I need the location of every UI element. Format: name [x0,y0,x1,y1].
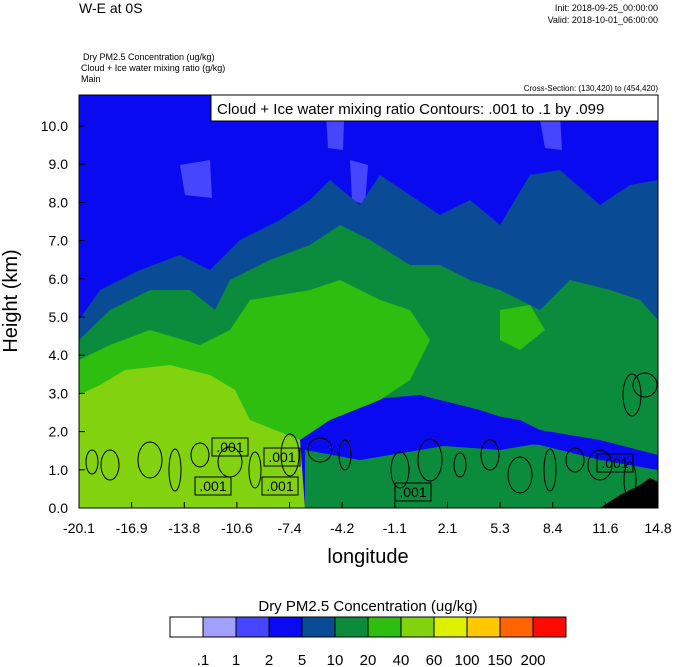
contour-label: .001 [601,455,628,471]
contour-label-box [194,476,232,496]
x-tick-label: 2.1 [438,520,458,536]
colorbar-label: 5 [298,652,306,667]
contour-line [480,439,500,471]
contour-info: Cloud + Ice water mixing ratio Contours:… [217,101,604,118]
x-tick-label: -1.1 [383,520,407,536]
colorbar-label: .1 [197,652,210,667]
contour-label-box [263,447,301,467]
colorbar-label: 10 [327,652,344,667]
x-tick-label: -4.2 [330,520,354,536]
colorbar-title: Dry PM2.5 Concentration (ug/kg) [258,598,477,615]
colorbar-label: 1 [232,652,240,667]
contour-label-box [261,476,299,496]
contour-line [137,441,163,479]
pm25-field [79,95,658,508]
field-label-cloud: Cloud + Ice water mixing ratio (g/kg) [81,63,225,73]
contour-line [587,449,613,481]
y-tick-label: 9.0 [49,156,69,172]
cross-section-label: Cross-Section: (130,420) to (454,420) [524,84,659,93]
x-tick-label: -13.8 [168,520,200,536]
contour-line [507,456,533,494]
colorbar-swatch [499,616,534,638]
contour-line [417,438,443,482]
colorbar-swatch [301,616,336,638]
x-tick-label: 14.8 [644,520,671,536]
contour-label-box [394,482,432,502]
contour-label-box [211,437,249,457]
terrain [600,478,658,508]
colorbar-label: 150 [487,652,512,667]
y-tick-label: 0.0 [49,500,69,516]
field-band-5-10-low [340,410,560,450]
contour-line [190,442,210,468]
contour-label: .001 [199,478,226,494]
colorbar-label: 60 [426,652,443,667]
colorbar-swatch [169,616,204,638]
contour-line [338,439,352,471]
colorbar-label: 200 [520,652,545,667]
contour-line [85,449,99,475]
y-tick-label: 7.0 [49,233,69,249]
colorbar-label: 40 [393,652,410,667]
contour-line [622,373,642,417]
y-axis-label: Height (km) [0,249,22,352]
colorbar-swatch [367,616,402,638]
contour-line [565,447,585,473]
colorbar-swatch [433,616,468,638]
colorbar-label: 100 [454,652,479,667]
y-tick-label: 8.0 [49,194,69,210]
contour-line [280,433,300,477]
colorbar-swatch [235,616,270,638]
y-tick-label: 6.0 [49,271,69,287]
field-label-pm25: Dry PM2.5 Concentration (ug/kg) [83,52,215,62]
x-tick-label: 5.3 [490,520,510,536]
colorbar-swatch [400,616,435,638]
contour-line [248,451,262,489]
contour-line [543,448,557,492]
y-tick-label: 5.0 [49,309,69,325]
y-tick-label: 4.0 [49,347,69,363]
field-band-60-100 [79,365,305,508]
y-tick-label: 3.0 [49,385,69,401]
colorbar-swatch [334,616,369,638]
contour-line [168,448,182,492]
x-tick-label: 8.4 [543,520,563,536]
field-label-main: Main [81,74,101,84]
contour-line [453,452,467,478]
x-tick-label: 11.6 [592,520,618,536]
x-axis-label: longitude [327,546,408,568]
y-tick-label: 2.0 [49,424,69,440]
contour-label: .001 [399,484,426,500]
x-tick-label: -10.6 [221,520,253,536]
valid-time: Valid: 2018-10-01_06:00:00 [548,15,658,25]
y-tick-label: 10.0 [41,118,68,134]
colorbar-swatch [202,616,237,638]
x-tick-label: -7.4 [277,520,301,536]
contour-line [623,461,637,499]
x-tick-label: -20.1 [63,520,95,536]
contour-line [390,451,410,489]
colorbar-label: 20 [360,652,377,667]
colorbar-label: 2 [265,652,273,667]
colorbar-swatch [268,616,303,638]
y-tick-label: 1.0 [49,462,69,478]
contour-line [307,437,333,463]
contour-line [100,449,120,481]
contour-label: .001 [268,449,295,465]
cloud-contours [85,372,658,499]
plot-title: W-E at 0S [79,0,143,16]
x-tick-label: -16.9 [116,520,148,536]
contour-info-box [210,94,659,122]
colorbar-swatch [532,616,567,638]
colorbar-swatch [466,616,501,638]
contour-label-box [596,453,634,473]
init-time: Init: 2018-09-25_00:00:00 [555,3,658,13]
contour-label: .001 [266,478,293,494]
contour-label: .001 [216,439,243,455]
contour-line [632,372,658,398]
